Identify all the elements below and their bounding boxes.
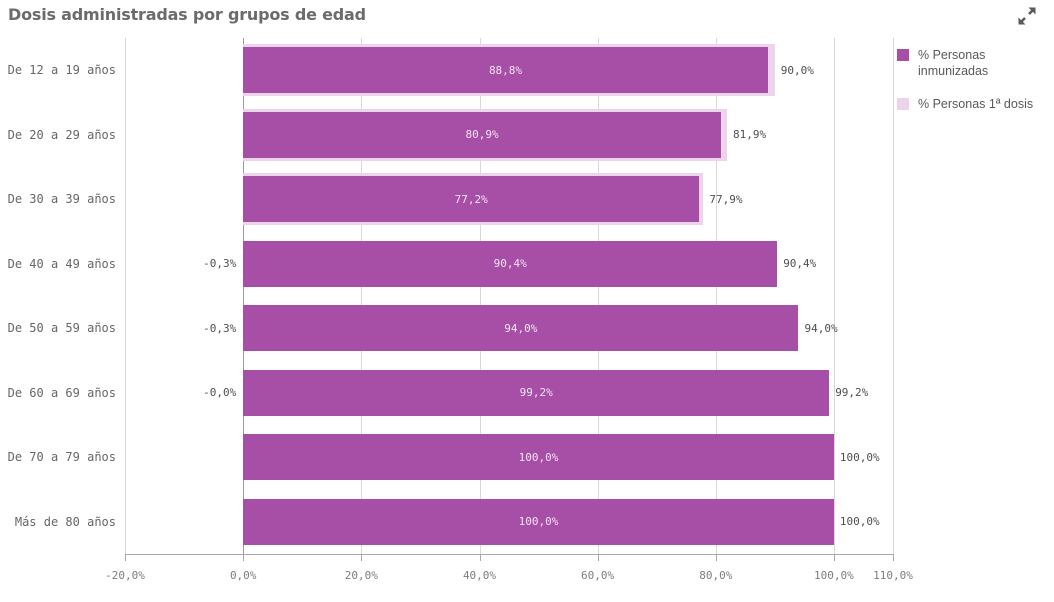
gridline bbox=[597, 38, 599, 554]
bar-outside-label: 99,2% bbox=[835, 386, 869, 400]
gridline bbox=[715, 38, 717, 554]
category-label[interactable]: De 50 a 59 años bbox=[7, 321, 116, 336]
legend-item-primera-dosis[interactable]: % Personas 1ª dosis bbox=[897, 96, 1049, 112]
bar-inmunizadas[interactable] bbox=[243, 176, 700, 223]
x-tick-label: -20,0% bbox=[105, 569, 145, 582]
axis-tickmark bbox=[893, 554, 894, 561]
bar-inmunizadas[interactable] bbox=[243, 47, 768, 94]
bar-outside-label: 81,9% bbox=[733, 128, 767, 142]
gridline bbox=[479, 38, 481, 554]
legend-item-inmunizadas[interactable]: % Personas inmunizadas bbox=[897, 47, 1049, 80]
expand-icon bbox=[1015, 7, 1039, 31]
bar-negative-label: -0,3% bbox=[203, 257, 237, 271]
x-tick-label: 110,0% bbox=[873, 569, 913, 582]
category-label[interactable]: De 12 a 19 años bbox=[7, 63, 116, 78]
legend: % Personas inmunizadas % Personas 1ª dos… bbox=[897, 47, 1049, 112]
legend-label: % Personas 1ª dosis bbox=[918, 96, 1034, 111]
gridline bbox=[125, 38, 126, 554]
category-label[interactable]: De 70 a 79 años bbox=[7, 450, 116, 465]
category-label[interactable]: Más de 80 años bbox=[14, 514, 116, 529]
x-tick-label: 80,0% bbox=[699, 569, 733, 582]
category-label[interactable]: De 60 a 69 años bbox=[7, 385, 116, 400]
axis-tickmark bbox=[361, 554, 363, 561]
chart-title: Dosis administradas por grupos de edad bbox=[8, 5, 366, 24]
gridline bbox=[833, 38, 835, 554]
gridline bbox=[893, 38, 894, 554]
axis-tickmark bbox=[125, 554, 126, 561]
bar-outside-label: 100,0% bbox=[839, 515, 880, 529]
expand-button[interactable] bbox=[1014, 4, 1040, 30]
plot-area: 88,8% 90,0% 80,9% 81,9% 77,2% 77,9% 90,4% 90,4%… bbox=[125, 38, 894, 555]
category-label[interactable]: De 20 a 29 años bbox=[7, 127, 116, 142]
legend-label: % Personas inmunizadas bbox=[918, 48, 989, 79]
bar-outside-label: 90,4% bbox=[783, 257, 817, 271]
gridline bbox=[361, 38, 363, 554]
bar-outside-label: 77,9% bbox=[709, 192, 743, 206]
bar-inmunizadas[interactable] bbox=[243, 369, 830, 416]
axis-tickmark bbox=[243, 554, 245, 561]
zero-gridline bbox=[243, 38, 245, 554]
bar-inmunizadas[interactable] bbox=[243, 240, 778, 287]
axis-tickmark bbox=[833, 554, 835, 561]
bar-inmunizadas[interactable] bbox=[243, 111, 722, 158]
bar-negative-label: -0,3% bbox=[203, 321, 237, 335]
legend-swatch-primera-dosis-icon bbox=[897, 97, 909, 110]
x-tick-label: 0,0% bbox=[229, 569, 257, 582]
bar-inmunizadas[interactable] bbox=[243, 498, 834, 545]
legend-swatch-inmunizadas-icon bbox=[897, 49, 909, 61]
bar-outside-label: 94,0% bbox=[804, 321, 838, 335]
axis-tickmark bbox=[479, 554, 481, 561]
bar-inmunizadas[interactable] bbox=[243, 434, 834, 481]
bar-outside-label: 90,0% bbox=[780, 63, 814, 77]
x-tick-label: 60,0% bbox=[581, 569, 615, 582]
category-label[interactable]: De 30 a 39 años bbox=[7, 192, 116, 207]
x-tick-label: 100,0% bbox=[814, 569, 854, 582]
axis-tickmark bbox=[597, 554, 599, 561]
x-tick-label: 20,0% bbox=[344, 569, 378, 582]
category-label[interactable]: De 40 a 49 años bbox=[7, 256, 116, 271]
bar-negative-label: -0,0% bbox=[203, 386, 237, 400]
x-axis: -20,0% 0,0% 20,0% 40,0% 60,0% 80,0% 100,0% 110,… bbox=[105, 554, 913, 600]
axis-tickmark bbox=[715, 554, 717, 561]
y-axis: De 12 a 19 años De 20 a 29 años De 30 a 39… bbox=[0, 38, 118, 554]
x-tick-label: 40,0% bbox=[462, 569, 497, 582]
bar-outside-label: 100,0% bbox=[839, 450, 880, 464]
bar-inmunizadas[interactable] bbox=[243, 305, 799, 352]
